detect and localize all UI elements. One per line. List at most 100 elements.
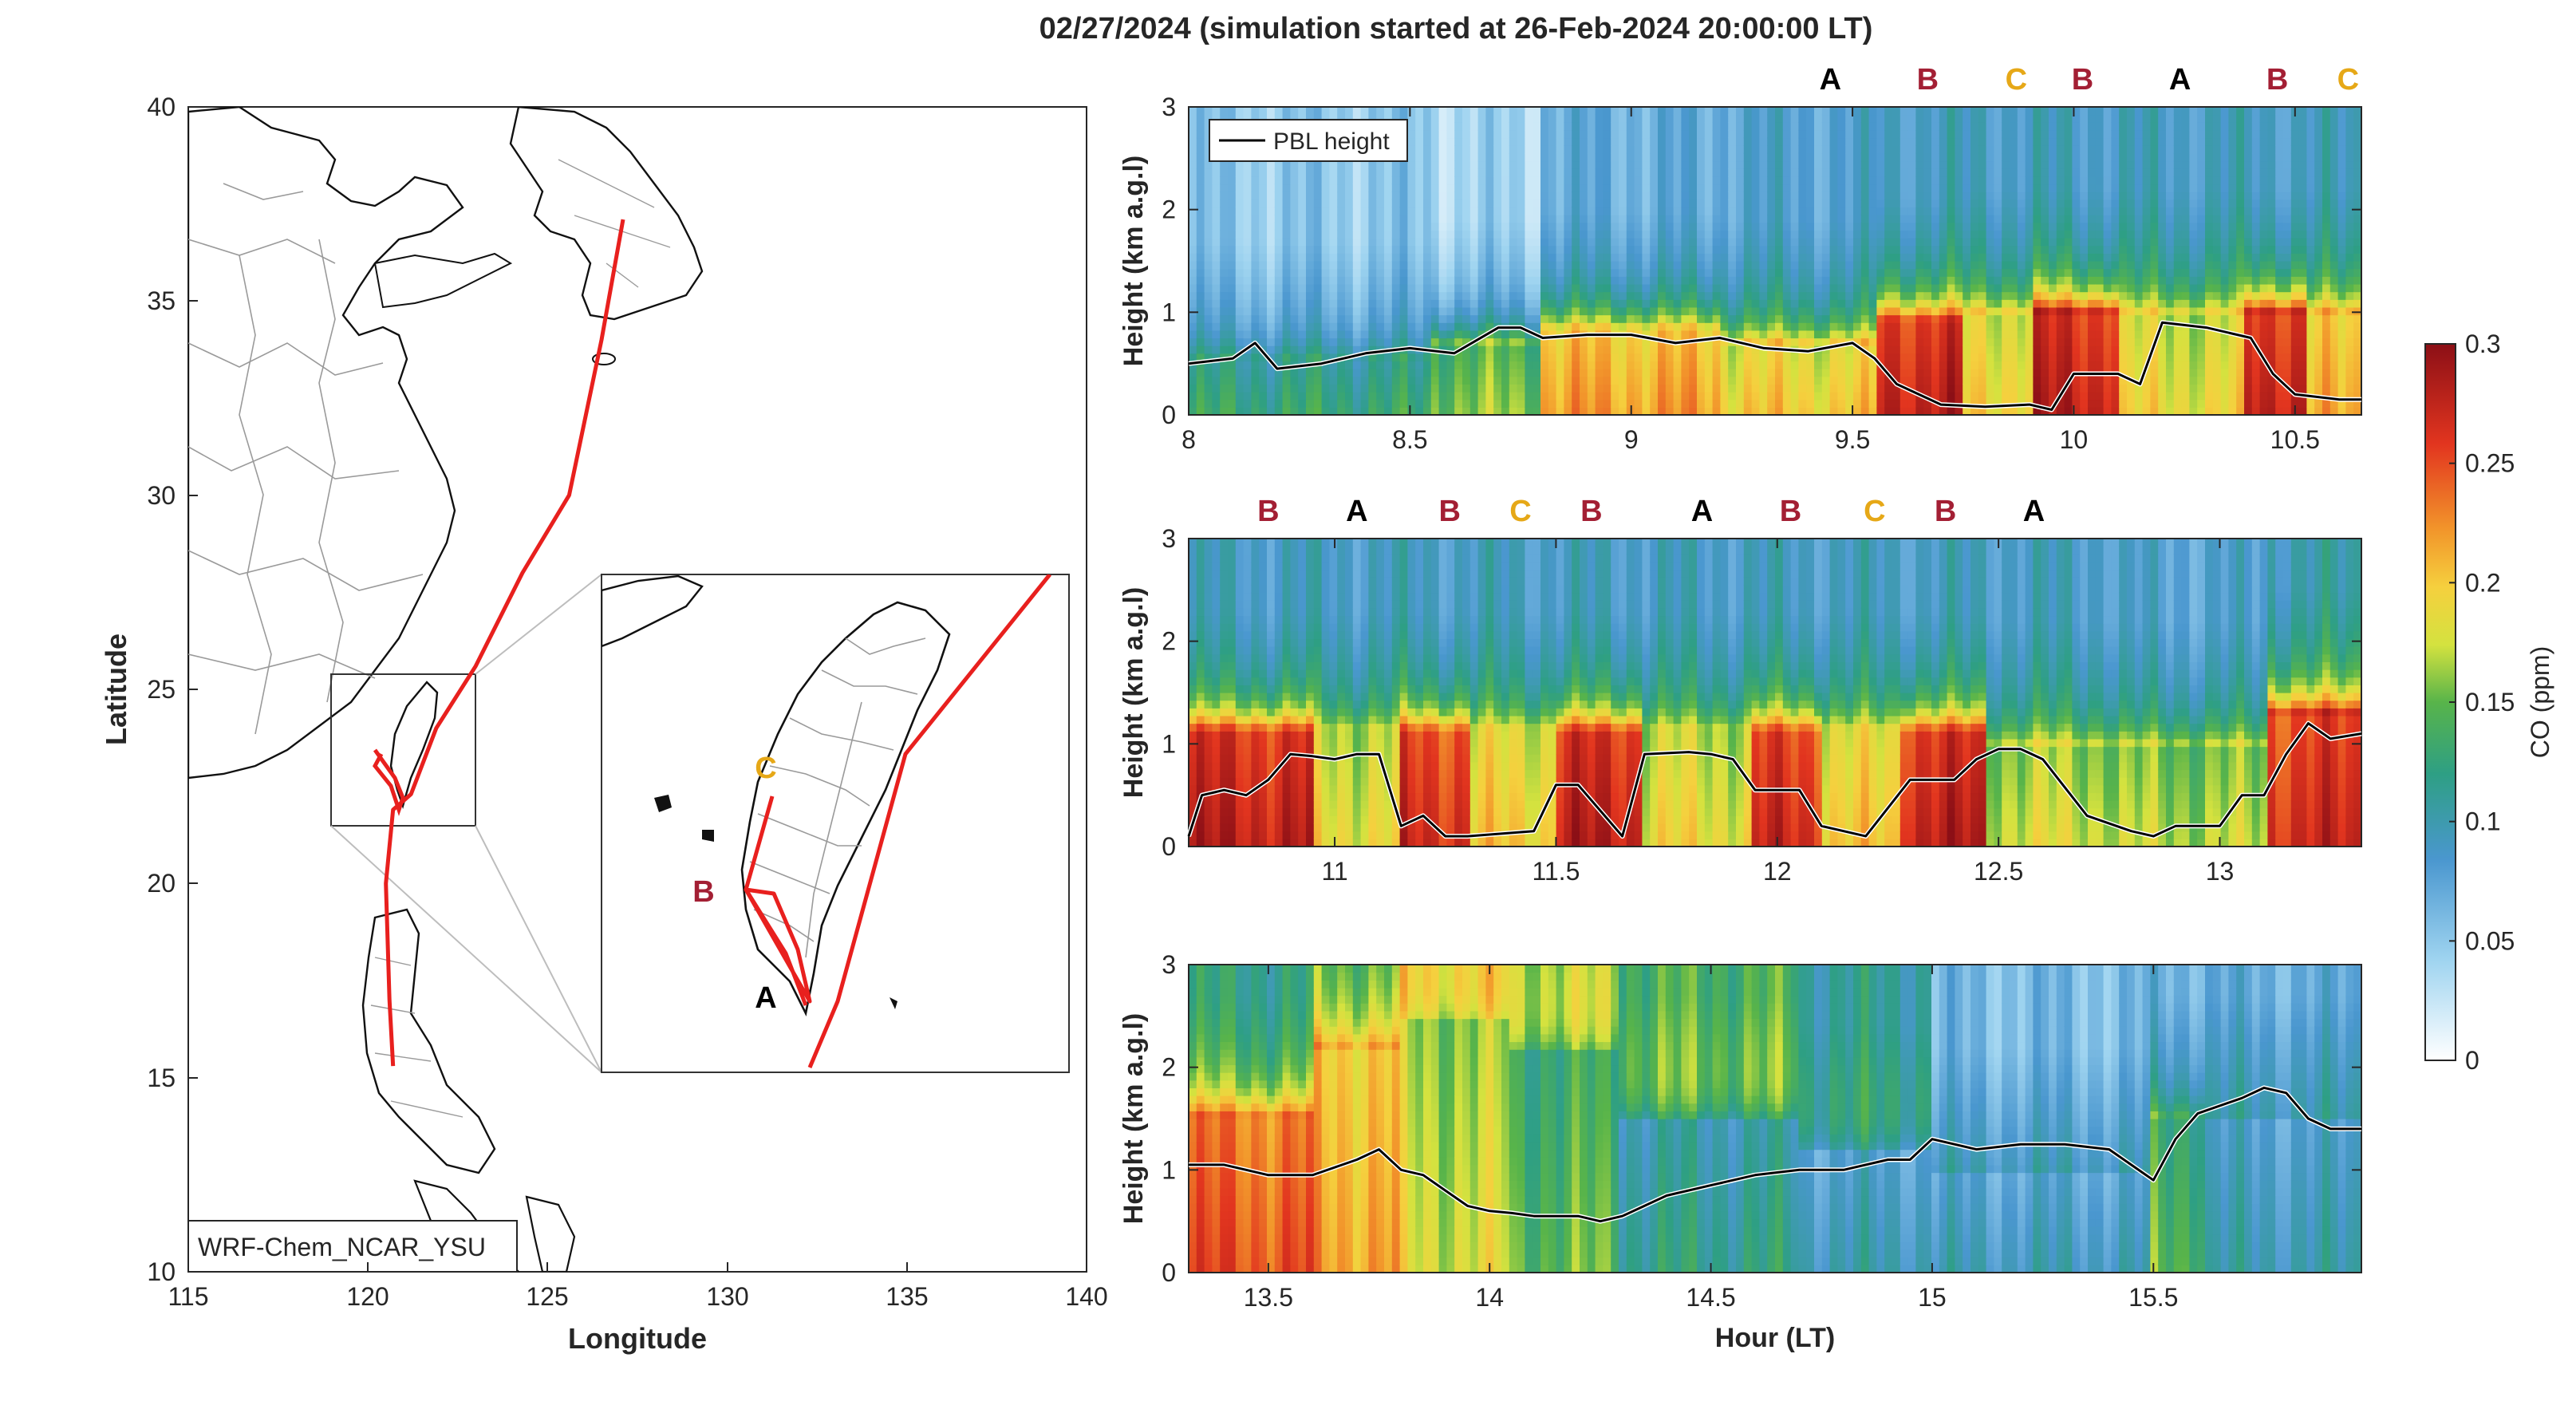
heatmap-cell xyxy=(1556,191,1564,200)
heatmap-cell xyxy=(1712,160,1721,169)
heatmap-cell xyxy=(1790,369,1799,377)
heatmap-cell xyxy=(1243,160,1252,169)
heatmap-cell xyxy=(1329,230,1338,239)
heatmap-cell xyxy=(1189,399,1197,408)
heatmap-cell xyxy=(1267,392,1276,401)
heatmap-cell xyxy=(1430,330,1440,339)
heatmap-cell xyxy=(1313,276,1323,285)
heatmap-cell xyxy=(1743,369,1753,377)
heatmap-cell xyxy=(1430,145,1440,154)
heatmap-cell xyxy=(1860,238,1870,247)
heatmap-cell xyxy=(1782,369,1792,377)
heatmap-cell xyxy=(1915,283,1924,293)
heatmap-cell xyxy=(2010,322,2018,331)
heatmap-cell xyxy=(1533,392,1541,401)
heatmap-cell xyxy=(1477,392,1486,401)
heatmap-cell xyxy=(1899,152,1909,162)
heatmap-cell xyxy=(1501,299,1510,308)
heatmap-cell xyxy=(1189,129,1197,139)
heatmap-cell xyxy=(1939,369,1948,377)
heatmap-cell xyxy=(1580,215,1588,223)
heatmap-cell xyxy=(1587,384,1596,393)
heatmap-cell xyxy=(1415,276,1424,285)
heatmap-cell xyxy=(1525,322,1533,331)
heatmap-cell xyxy=(1352,199,1362,208)
heatmap-cell xyxy=(1845,184,1854,192)
heatmap-cell xyxy=(1845,392,1854,401)
heatmap-cell xyxy=(1845,253,1854,262)
heatmap-cell xyxy=(1751,345,1760,354)
heatmap-cell xyxy=(1228,283,1237,293)
heatmap-cell xyxy=(1782,114,1792,123)
heatmap-cell xyxy=(1430,215,1440,223)
heatmap-cell xyxy=(2142,137,2151,146)
heatmap-cell xyxy=(1821,253,1831,262)
heatmap-cell xyxy=(2088,345,2097,354)
heatmap-cell xyxy=(1493,238,1502,247)
heatmap-cell xyxy=(1806,376,1815,385)
heatmap-cell xyxy=(1564,152,1572,162)
heatmap-cell xyxy=(1697,253,1706,262)
heatmap-cell xyxy=(1580,245,1588,254)
heatmap-cell xyxy=(1868,291,1877,300)
heatmap-cell xyxy=(1251,176,1260,185)
heatmap-cell xyxy=(1650,152,1659,162)
heatmap-cell xyxy=(2119,268,2128,277)
heatmap-cell xyxy=(1493,114,1502,123)
heatmap-cell xyxy=(1415,283,1424,293)
heatmap-cell xyxy=(1352,160,1362,169)
heatmap-cell xyxy=(1923,176,1932,185)
heatmap-cell xyxy=(1978,337,1987,346)
heatmap-cell xyxy=(2049,222,2057,231)
heatmap-cell xyxy=(1697,199,1706,208)
heatmap-cell xyxy=(1994,361,2002,369)
inset-china-coast xyxy=(602,574,704,648)
heatmap-cell xyxy=(1907,376,1916,385)
heatmap-cell xyxy=(1619,222,1627,231)
heatmap-cell xyxy=(2033,353,2041,362)
heatmap-cell xyxy=(1212,283,1221,293)
heatmap-cell xyxy=(1438,107,1447,116)
heatmap-cell xyxy=(1485,253,1494,262)
heatmap-cell xyxy=(2095,276,2105,285)
heatmap-cell xyxy=(1658,268,1667,277)
heatmap-cell xyxy=(1587,361,1596,369)
heatmap-cell xyxy=(1689,245,1698,254)
heatmap-cell xyxy=(1533,268,1541,277)
heatmap-cell xyxy=(1564,369,1572,377)
heatmap-cell xyxy=(1454,238,1463,247)
heatmap-cell xyxy=(1658,361,1667,369)
heatmap-cell xyxy=(1712,376,1721,385)
heatmap-cell xyxy=(1430,268,1440,277)
heatmap-cell xyxy=(2095,268,2105,277)
heatmap-cell xyxy=(1978,392,1987,401)
heatmap-cell xyxy=(1313,384,1323,393)
heatmap-cell xyxy=(1907,160,1916,169)
heatmap-cell xyxy=(1751,215,1760,223)
heatmap-cell xyxy=(1556,306,1564,316)
heatmap-cell xyxy=(1572,160,1580,169)
heatmap-cell xyxy=(1548,276,1557,285)
heatmap-cell xyxy=(1368,376,1377,385)
heatmap-cell xyxy=(1391,160,1401,169)
heatmap-cell xyxy=(2080,145,2089,154)
heatmap-cell xyxy=(1274,399,1284,408)
heatmap-cell xyxy=(1587,199,1596,208)
heatmap-cell xyxy=(1986,207,1994,215)
heatmap-cell xyxy=(1595,245,1604,254)
heatmap-cell xyxy=(2127,137,2136,146)
heatmap-cell xyxy=(1321,245,1330,254)
heatmap-cell xyxy=(1986,160,1994,169)
heatmap-cell xyxy=(2134,129,2144,139)
heatmap-cell xyxy=(1798,291,1807,300)
heatmap-cell xyxy=(1876,145,1885,154)
heatmap-cell xyxy=(2095,215,2105,223)
heatmap-cell xyxy=(1619,261,1627,270)
heatmap-cell xyxy=(1986,168,1994,177)
heatmap-cell xyxy=(2150,268,2159,277)
heatmap-cell xyxy=(1352,407,1362,416)
heatmap-cell xyxy=(1712,245,1721,254)
heatmap-cell xyxy=(1407,199,1416,208)
map-ytick-label: 15 xyxy=(147,1064,176,1092)
